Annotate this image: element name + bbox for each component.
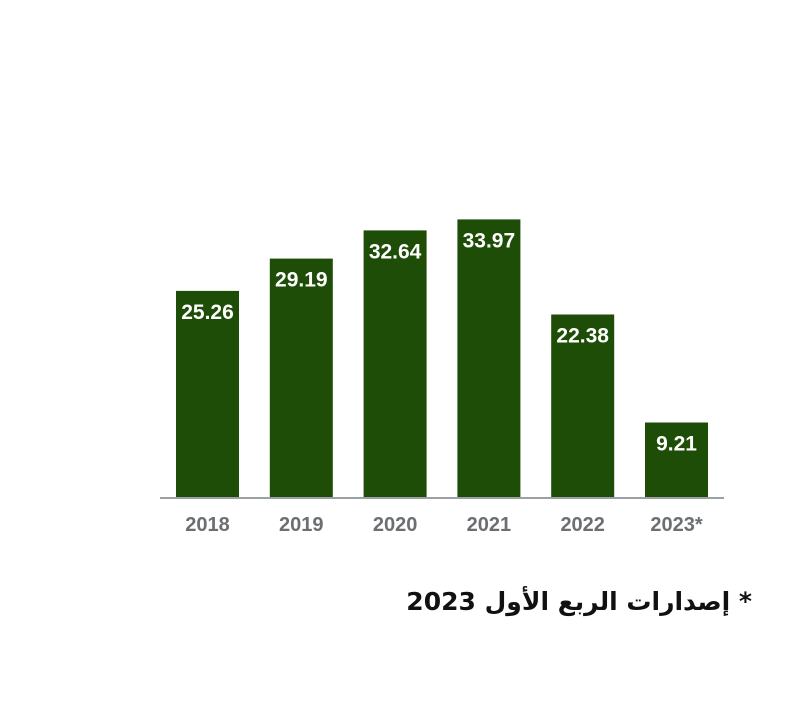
bar-2021 [457, 219, 521, 498]
bar-2022 [551, 314, 615, 498]
bar-value-label: 32.64 [369, 240, 422, 263]
x-tick-labels-group: 2018 2019 2020 2021 2022 2023* [185, 514, 703, 536]
x-tick-label: 2020 [373, 514, 418, 536]
bar-value-label: 9.21 [656, 433, 697, 456]
x-tick-label: 2021 [467, 514, 512, 536]
x-tick-label: 2022 [560, 514, 605, 536]
x-tick-label: 2019 [279, 514, 324, 536]
bar-value-label: 29.19 [275, 269, 328, 292]
bar-value-label: 22.38 [556, 325, 609, 348]
bar-value-label: 33.97 [463, 229, 516, 252]
bar-2020 [363, 230, 427, 498]
bars-group: 25.26 29.19 32.64 33.97 22.38 9.21 [176, 219, 708, 498]
bar-value-label: 25.26 [181, 301, 234, 324]
x-tick-label: 2018 [185, 514, 230, 536]
x-tick-label: 2023* [650, 514, 702, 536]
footnote: * إصدارات الربع الأول 2023 [406, 587, 752, 616]
bar-2018 [176, 290, 239, 498]
bar-2023 [645, 422, 708, 498]
bar-2019 [269, 258, 333, 498]
